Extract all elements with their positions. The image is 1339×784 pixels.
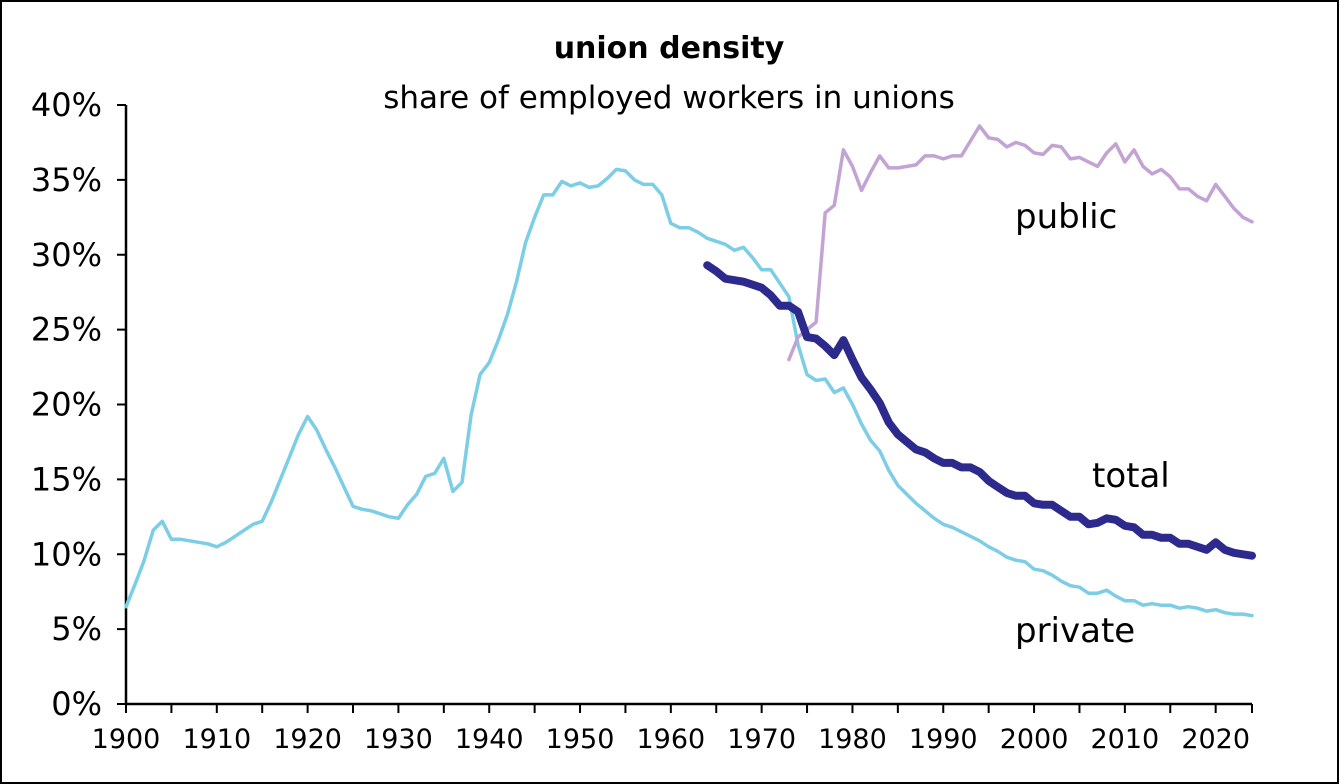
series-labels: public total private: [1015, 197, 1170, 651]
label-public: public: [1015, 197, 1117, 237]
series-line-public: [787, 124, 1254, 362]
y-tick-label: 0%: [51, 685, 102, 723]
label-total: total: [1092, 456, 1170, 496]
y-tick-label: 40%: [31, 86, 102, 124]
chart-title: union density: [554, 31, 785, 66]
x-tick-label: 1970: [727, 724, 796, 755]
x-tick-label: 1960: [636, 724, 705, 755]
y-tick-label: 5%: [51, 610, 102, 648]
y-tick-label: 25%: [31, 311, 102, 349]
y-tick-label: 10%: [31, 535, 102, 573]
x-tick-label: 2010: [1091, 724, 1160, 755]
x-tick-label: 1900: [92, 724, 161, 755]
x-tick-label: 1950: [546, 724, 615, 755]
chart-subtitle: share of employed workers in unions: [383, 80, 955, 116]
x-tick-label: 1940: [455, 724, 524, 755]
y-tick-label: 35%: [31, 161, 102, 199]
x-tick-label: 1920: [273, 724, 342, 755]
series-line-private: [124, 167, 1254, 618]
x-tick-label: 2020: [1181, 724, 1250, 755]
x-tick-label: 2000: [1000, 724, 1069, 755]
y-tick-label: 20%: [31, 386, 102, 424]
x-tick-label: 1910: [182, 724, 251, 755]
label-private: private: [1015, 611, 1135, 651]
x-tick-label: 1990: [909, 724, 978, 755]
y-tick-label: 30%: [31, 236, 102, 274]
series-line-total: [703, 261, 1256, 560]
x-tick-label: 1980: [818, 724, 887, 755]
axes: 0% 5% 10% 15% 20% 25% 30% 35% 40% 1900 1910 1920 193…: [31, 86, 1253, 755]
x-tick-label: 1930: [364, 724, 433, 755]
series-lines: [124, 124, 1256, 618]
y-tick-label: 15%: [31, 460, 102, 498]
